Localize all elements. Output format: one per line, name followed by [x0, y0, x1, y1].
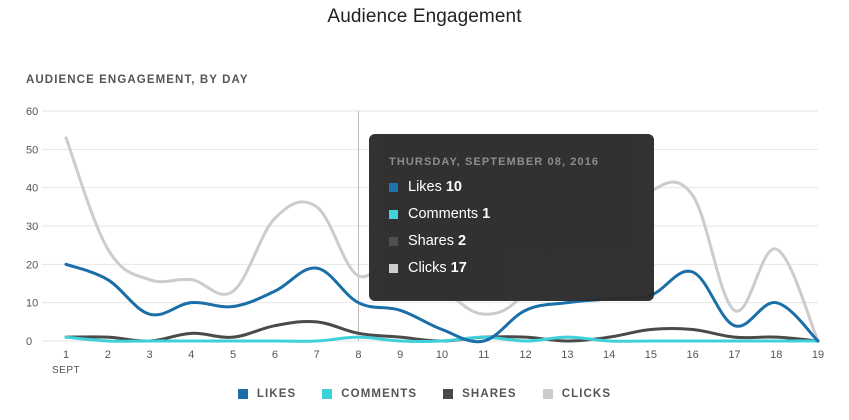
x-tick-label: 17	[728, 349, 740, 361]
y-axis-ticks: 0 10 20 30 40 50 60	[26, 106, 38, 348]
page-title: Audience Engagement	[327, 6, 522, 27]
tooltip-value: 17	[450, 260, 467, 276]
x-tick-label: 3	[146, 349, 152, 361]
x-tick-label: 2	[105, 349, 111, 361]
x-tick-label: 1	[63, 349, 69, 361]
legend-swatch	[443, 389, 454, 399]
clicks-swatch	[389, 263, 398, 273]
tooltip-value: 10	[445, 179, 462, 195]
shares-swatch	[389, 236, 398, 246]
x-tick-label: 4	[188, 349, 194, 361]
series-line-shares[interactable]	[64, 319, 820, 343]
comments-swatch	[389, 209, 398, 219]
legend-label: CLICKS	[561, 388, 612, 400]
tooltip-label: Clicks	[408, 260, 447, 276]
y-tick-label: 50	[26, 144, 38, 156]
y-tick-label: 10	[26, 298, 38, 310]
legend-item-comments[interactable]: COMMENTS	[322, 388, 417, 400]
tooltip-value: 2	[457, 233, 467, 249]
tooltip-row-clicks: Clicks 17	[389, 260, 467, 276]
likes-swatch	[389, 182, 398, 192]
tooltip-row-comments: Comments 1	[389, 206, 490, 222]
legend-swatch	[237, 389, 248, 399]
x-tick-label: 6	[272, 349, 278, 361]
x-tick-label: 9	[397, 349, 403, 361]
series-line-comments[interactable]	[64, 335, 820, 344]
legend-swatch	[542, 389, 553, 399]
x-tick-label: 7	[314, 349, 320, 361]
legend-label: LIKES	[256, 388, 297, 400]
tooltip-label: Shares	[408, 233, 454, 249]
x-tick-label: 18	[770, 349, 782, 361]
x-month-label: SEPT	[52, 365, 80, 376]
x-tick-label: 13	[561, 349, 573, 361]
y-tick-label: 0	[26, 336, 32, 348]
series-line-likes[interactable]	[64, 262, 820, 344]
tooltip-row-shares: Shares 2	[389, 233, 466, 249]
tooltip-label: Comments	[408, 206, 479, 222]
chart-title: AUDIENCE ENGAGEMENT, BY DAY	[26, 74, 249, 86]
x-tick-label: 5	[230, 349, 236, 361]
tooltip: THURSDAY, SEPTEMBER 08, 2016 Likes 10 Co…	[369, 134, 654, 301]
y-tick-label: 60	[26, 106, 38, 118]
y-tick-label: 30	[26, 221, 38, 233]
x-tick-label: 8	[355, 349, 361, 361]
y-tick-label: 20	[26, 259, 38, 271]
x-tick-label: 10	[436, 349, 448, 361]
y-tick-label: 40	[26, 183, 38, 195]
legend-label: COMMENTS	[341, 388, 418, 400]
legend-swatch	[322, 389, 333, 399]
tooltip-label: Likes	[408, 179, 442, 195]
legend-item-shares[interactable]: SHARES	[443, 388, 517, 400]
tooltip-value: 1	[482, 206, 491, 222]
x-tick-label: 19	[812, 349, 824, 361]
x-tick-label: 12	[519, 349, 531, 361]
tooltip-date: THURSDAY, SEPTEMBER 08, 2016	[389, 156, 600, 168]
legend-label: SHARES	[462, 388, 517, 400]
legend-item-clicks[interactable]: CLICKS	[542, 388, 612, 400]
legend-item-likes[interactable]: LIKES	[237, 388, 297, 400]
legend: LIKES COMMENTS SHARES CLICKS	[0, 388, 849, 400]
x-tick-label: 16	[687, 349, 699, 361]
x-tick-label: 11	[478, 349, 489, 361]
x-tick-label: 14	[603, 349, 615, 361]
x-tick-label: 15	[645, 349, 657, 361]
tooltip-row-likes: Likes 10	[389, 179, 462, 195]
